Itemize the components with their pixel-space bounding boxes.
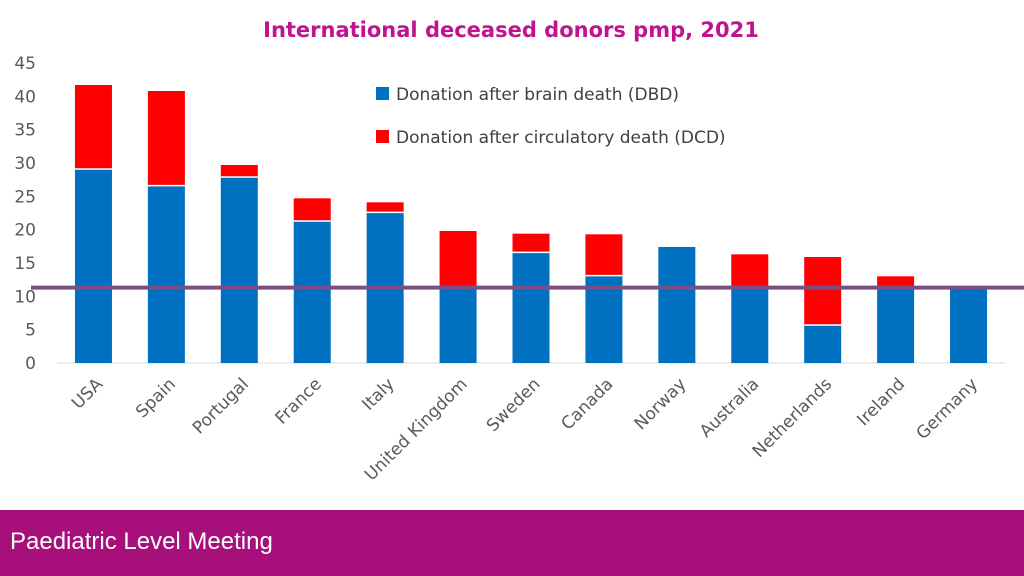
- legend: Donation after brain death (DBD) Donatio…: [376, 85, 726, 148]
- bar-dcd: [439, 231, 477, 287]
- x-tick-label: Norway: [631, 374, 691, 434]
- x-tick-label: Germany: [913, 374, 982, 443]
- bar-dbd: [512, 252, 550, 363]
- y-tick-label: 35: [14, 121, 36, 141]
- y-tick-label: 10: [14, 287, 36, 307]
- bar-dcd: [804, 257, 842, 325]
- bar-dbd: [950, 288, 988, 363]
- x-tick-label: Spain: [132, 374, 180, 422]
- bar-dbd: [220, 177, 258, 363]
- legend-label-dcd: Donation after circulatory death (DCD): [396, 128, 726, 148]
- bar-dbd: [658, 247, 696, 363]
- x-tick-label: Sweden: [483, 374, 545, 436]
- x-tick-label: USA: [68, 374, 107, 413]
- y-tick-label: 30: [14, 154, 36, 174]
- bar-dbd: [293, 221, 331, 363]
- x-tick-label: Canada: [558, 374, 618, 434]
- bar-dcd: [731, 254, 769, 287]
- bar-dcd: [220, 165, 258, 177]
- y-tick-label: 0: [25, 354, 36, 374]
- y-tick-label: 40: [14, 87, 36, 107]
- bars: [74, 85, 988, 363]
- bar-dcd: [147, 91, 185, 186]
- bar-dbd: [147, 185, 185, 363]
- x-tick-label: France: [272, 374, 326, 428]
- bar-dbd: [439, 287, 477, 363]
- bar-dbd: [877, 287, 915, 363]
- bar-dbd: [804, 325, 842, 363]
- y-tick-label: 45: [14, 54, 36, 74]
- y-tick-label: 20: [14, 221, 36, 241]
- bar-dbd: [74, 169, 112, 363]
- bar-dcd: [366, 202, 404, 213]
- bar-dcd: [585, 234, 623, 276]
- chart-title: International deceased donors pmp, 2021: [263, 18, 759, 42]
- footer-text: Paediatric Level Meeting: [10, 528, 273, 555]
- footer-bar: Paediatric Level Meeting: [0, 510, 1024, 576]
- x-tick-label: Australia: [696, 374, 763, 441]
- x-tick-label: Italy: [358, 374, 398, 414]
- legend-swatch-dbd: [376, 87, 389, 100]
- y-tick-label: 5: [25, 321, 36, 341]
- x-tick-label: Ireland: [853, 374, 909, 430]
- bar-dcd: [512, 233, 550, 253]
- y-tick-label: 15: [14, 254, 36, 274]
- legend-swatch-dcd: [376, 130, 389, 143]
- legend-label-dbd: Donation after brain death (DBD): [396, 85, 679, 105]
- y-tick-label: 25: [14, 187, 36, 207]
- bar-dcd: [877, 276, 915, 287]
- bar-dcd: [74, 85, 112, 169]
- y-axis: 0 5 10 15 20 25 30 35 40 45: [14, 54, 36, 374]
- chart: International deceased donors pmp, 2021 …: [14, 18, 1024, 485]
- x-tick-label: Portugal: [189, 374, 253, 438]
- bar-dbd: [585, 275, 623, 363]
- bar-dcd: [293, 198, 331, 221]
- bar-dbd: [731, 287, 769, 363]
